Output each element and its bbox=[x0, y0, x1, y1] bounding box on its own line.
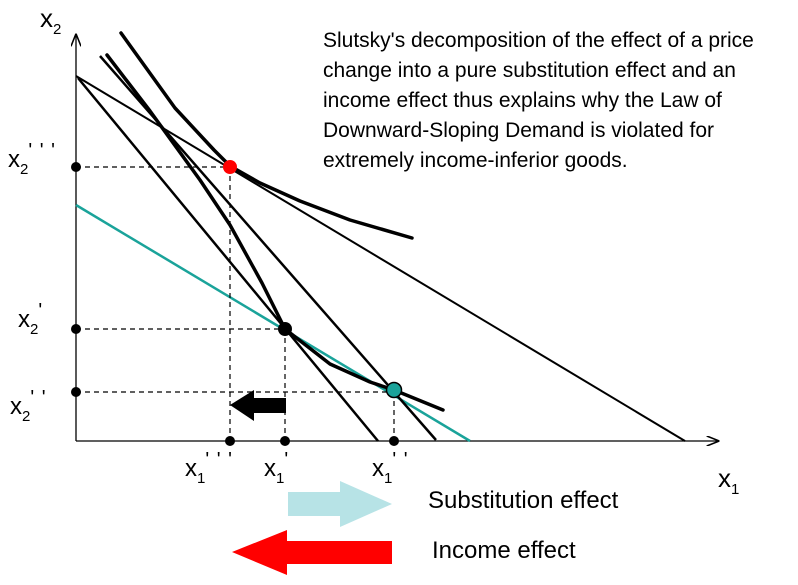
y-tick-label-x2-single: x2' bbox=[18, 300, 44, 338]
y-tick-label-x2-double: x2' ' bbox=[10, 387, 47, 425]
substitution-effect-label: Substitution effect bbox=[428, 487, 619, 514]
x-tick-label-x1-single: x1' bbox=[264, 449, 290, 487]
y-tick-label-x2-triple: x2' ' ' bbox=[8, 140, 56, 178]
indifference-curve-lower bbox=[105, 53, 445, 412]
initial-bundle-point bbox=[223, 160, 237, 174]
shift-left-arrow bbox=[230, 390, 286, 421]
substitution-effect-arrow bbox=[288, 481, 392, 527]
y-axis-label: x2 bbox=[40, 3, 62, 38]
guide-lines bbox=[76, 166, 395, 441]
income-effect-label: Income effect bbox=[432, 537, 576, 564]
x-tick-label-x1-triple: x1' ' ' bbox=[185, 449, 233, 487]
diagram-caption: Slutsky's decomposition of the effect of… bbox=[323, 29, 754, 172]
new-budget-line bbox=[77, 77, 379, 442]
indifference-curve-upper bbox=[119, 31, 414, 240]
original-budget-line bbox=[75, 75, 686, 442]
new-bundle-point bbox=[278, 322, 292, 336]
x-tick-label-x1-double: x1' ' bbox=[372, 449, 409, 487]
tick-points bbox=[71, 162, 399, 446]
income-effect-arrow bbox=[232, 530, 392, 575]
x-axis-label: x1 bbox=[718, 463, 740, 498]
compensated-budget-line bbox=[75, 203, 471, 443]
compensated-bundle-point bbox=[385, 381, 403, 399]
